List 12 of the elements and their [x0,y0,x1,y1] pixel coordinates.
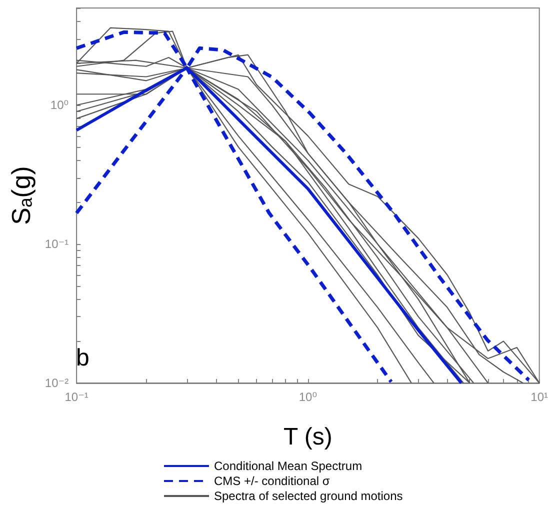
legend-label: Spectra of selected ground motions [214,489,403,503]
y-tick-label: 10⁻² [44,376,69,390]
x-tick-label: 10¹ [530,390,548,404]
y-tick-label: 10⁰ [50,98,69,112]
x-tick-label: 10⁻¹ [64,390,88,404]
legend-label: CMS +/- conditional σ [214,474,330,488]
y-axis-title: Sₐ(g) [6,166,36,225]
annotation: b [76,344,90,372]
y-tick-label: 10⁻¹ [44,237,69,252]
legend-label: Conditional Mean Spectrum [214,459,362,473]
x-tick-label: 10⁰ [298,390,318,404]
x-axis-title: T (s) [284,424,332,450]
